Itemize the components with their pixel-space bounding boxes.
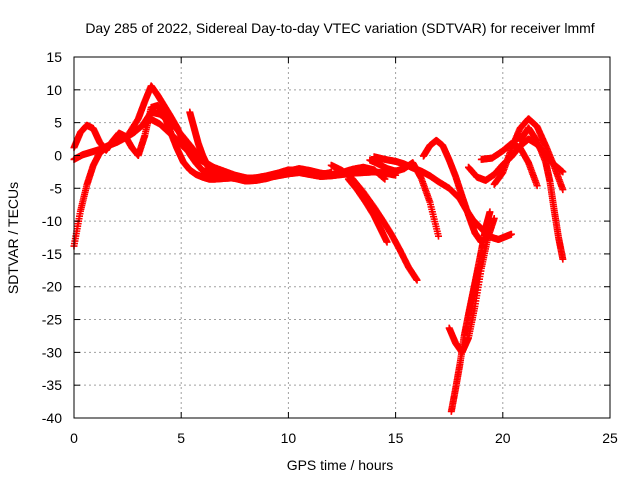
y-tick-label: -35 <box>42 377 62 393</box>
series-arc-12 <box>445 214 498 356</box>
ticks: 0 5 10 15 20 25 -40 -35 -30 -25 -20 -15 -10 -5 0 5 10 15 <box>42 49 618 446</box>
x-tick-label: 20 <box>495 430 511 446</box>
y-axis-title: SDTVAR / TECUs <box>5 182 21 294</box>
data-point <box>533 182 541 190</box>
x-tick-label: 5 <box>177 430 185 446</box>
y-tick-label: 10 <box>46 82 62 98</box>
data-point <box>413 276 421 284</box>
y-tick-label: -10 <box>42 213 62 229</box>
series-arc-5 <box>186 108 215 175</box>
data-points <box>70 82 567 415</box>
y-tick-label: -25 <box>42 312 62 328</box>
data-point <box>434 232 442 240</box>
x-tick-label: 25 <box>602 430 618 446</box>
y-tick-label: -5 <box>50 180 63 196</box>
y-tick-label: 15 <box>46 49 62 65</box>
data-point <box>507 230 515 238</box>
plot-frame <box>73 56 611 419</box>
chart-title: Day 285 of 2022, Sidereal Day-to-day VTE… <box>85 20 594 36</box>
data-point <box>383 238 391 246</box>
y-tick-label: -30 <box>42 344 62 360</box>
data-point <box>559 255 567 263</box>
data-point <box>207 167 215 175</box>
x-tick-label: 0 <box>70 430 78 446</box>
y-tick-label: 5 <box>54 115 62 131</box>
series-arc-16 <box>477 140 541 190</box>
y-tick-label: -15 <box>42 246 62 262</box>
x-tick-label: 15 <box>388 430 404 446</box>
data-point <box>559 186 567 194</box>
series-arc-15 <box>516 124 567 263</box>
grid <box>74 57 610 418</box>
series-arc-9 <box>366 156 442 240</box>
y-tick-label: -20 <box>42 279 62 295</box>
y-tick-label: -40 <box>42 410 62 426</box>
data-point <box>559 168 567 176</box>
data-point <box>490 214 498 222</box>
x-axis-title: GPS time / hours <box>287 457 394 473</box>
series-arc-7 <box>344 175 391 246</box>
data-point <box>220 169 228 177</box>
data-point <box>486 208 494 216</box>
x-tick-label: 10 <box>281 430 297 446</box>
y-tick-label: 0 <box>54 147 62 163</box>
series-arc-14 <box>490 115 567 194</box>
